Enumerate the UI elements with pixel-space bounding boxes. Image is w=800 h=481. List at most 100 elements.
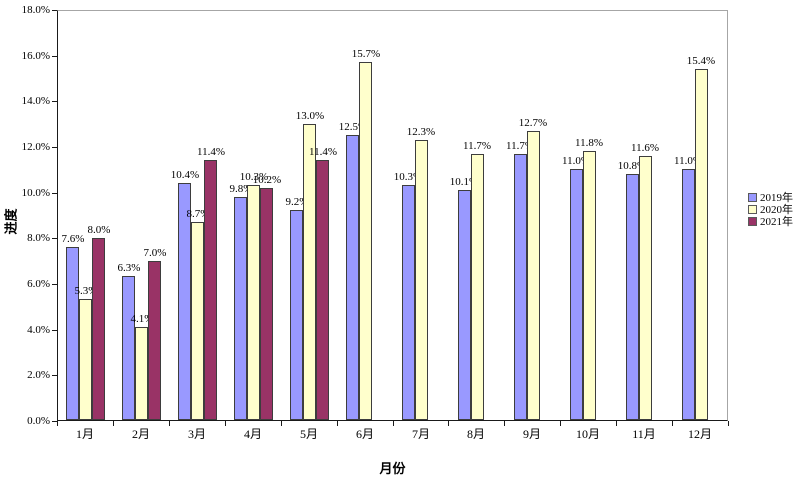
y-tick-label: 18.0%: [21, 4, 50, 16]
x-tick: [169, 421, 170, 426]
bar-data-label: 11.8%: [574, 137, 603, 149]
bar-2019年-11月: [626, 174, 639, 420]
y-tick-label: 14.0%: [21, 95, 50, 107]
y-tick-label: 10.0%: [21, 187, 50, 199]
bar-2020年-10月: [583, 151, 596, 420]
y-tick: [52, 101, 57, 102]
bar-data-label: 9.8%: [229, 183, 253, 195]
y-tick: [52, 375, 57, 376]
x-tick-label: 4月: [243, 427, 262, 441]
y-tick: [52, 284, 57, 285]
bar-2020年-1月: [79, 299, 92, 420]
bar-2020年-6月: [359, 62, 372, 420]
bar-data-label: 15.7%: [351, 48, 381, 60]
x-tick-label: 6月: [355, 427, 374, 441]
bar-2020年-8月: [471, 154, 484, 420]
legend-item-2021年: 2021年: [748, 215, 793, 228]
y-tick: [52, 147, 57, 148]
legend-label: 2020年: [760, 204, 793, 216]
bar-2020年-4月: [247, 185, 260, 420]
x-tick: [393, 421, 394, 426]
bar-data-label: 10.3%: [239, 171, 269, 183]
bar-2019年-5月: [290, 210, 303, 420]
bar-2021年-2月: [148, 261, 161, 420]
bar-2019年-9月: [514, 154, 527, 420]
x-tick: [337, 421, 338, 426]
bar-2021年-5月: [316, 160, 329, 420]
x-tick-label: 7月: [411, 427, 430, 441]
bar-data-label: 7.0%: [143, 247, 167, 259]
legend-swatch: [748, 192, 757, 202]
x-tick: [448, 421, 449, 426]
legend-label: 2019年: [760, 192, 793, 204]
y-tick-label: 6.0%: [27, 278, 50, 290]
bar-2020年-7月: [415, 140, 428, 420]
legend-item-2019年: 2019年: [748, 191, 793, 204]
legend-label: 2021年: [760, 216, 793, 228]
legend-swatch: [748, 216, 757, 226]
bar-2021年-3月: [204, 160, 217, 420]
x-tick: [672, 421, 673, 426]
x-tick-label: 11月: [632, 427, 656, 441]
bar-data-label: 11.7%: [462, 140, 491, 152]
bar-data-label: 12.7%: [518, 117, 548, 129]
bar-2019年-12月: [682, 169, 695, 420]
plot-area: 7.6% 6.3% 10.4% 9.8% 9.2% 12.5% 10.3% 10.1% 11.7…: [57, 10, 728, 421]
bar-data-label: 10.4%: [170, 169, 200, 181]
bar-2021年-4月: [260, 188, 273, 420]
bar-data-label: 8.7%: [186, 208, 210, 220]
bar-data-label: 10.2%: [252, 174, 282, 186]
x-tick: [504, 421, 505, 426]
y-tick: [52, 421, 57, 422]
bar-data-label: 15.4%: [686, 55, 716, 67]
x-tick: [113, 421, 114, 426]
x-tick: [560, 421, 561, 426]
x-axis-title: 月份: [379, 461, 406, 476]
y-tick-label: 8.0%: [27, 232, 50, 244]
x-tick-label: 5月: [299, 427, 318, 441]
x-tick: [281, 421, 282, 426]
bar-data-label: 11.0%: [673, 155, 702, 167]
x-tick-label: 9月: [522, 427, 541, 441]
bar-data-label: 4.1%: [130, 313, 154, 325]
bar-data-label: 11.0%: [561, 155, 590, 167]
bar-data-label: 11.6%: [630, 142, 659, 154]
bar-data-label: 11.4%: [308, 146, 337, 158]
bar-data-label: 5.3%: [74, 285, 98, 297]
bar-2019年-1月: [66, 247, 79, 420]
x-tick: [57, 421, 58, 426]
bar-2019年-4月: [234, 197, 247, 420]
bar-data-label: 7.6%: [61, 233, 85, 245]
y-tick-label: 2.0%: [27, 369, 50, 381]
legend: 2019年 2020年 2021年: [748, 191, 793, 228]
bar-2019年-10月: [570, 169, 583, 420]
bar-2020年-5月: [303, 124, 316, 420]
x-tick-label: 2月: [131, 427, 150, 441]
x-tick-label: 1月: [75, 427, 94, 441]
x-tick-label: 12月: [687, 427, 712, 441]
y-tick: [52, 10, 57, 11]
y-tick: [52, 193, 57, 194]
bar-data-label: 11.4%: [196, 146, 225, 158]
bar-2020年-9月: [527, 131, 540, 420]
bar-data-label: 13.0%: [295, 110, 325, 122]
y-tick: [52, 330, 57, 331]
legend-item-2020年: 2020年: [748, 203, 793, 216]
y-tick-label: 0.0%: [27, 415, 50, 427]
bar-2019年-2月: [122, 276, 135, 420]
bar-data-label: 8.0%: [87, 224, 111, 236]
y-tick-label: 12.0%: [21, 141, 50, 153]
x-tick-label: 3月: [187, 427, 206, 441]
x-tick-label: 8月: [466, 427, 485, 441]
legend-swatch: [748, 204, 757, 214]
y-tick: [52, 56, 57, 57]
bar-data-label: 11.7%: [505, 140, 534, 152]
bar-2020年-12月: [695, 69, 708, 420]
x-tick: [225, 421, 226, 426]
bar-2019年-8月: [458, 190, 471, 420]
bar-data-label: 12.3%: [406, 126, 436, 138]
y-tick: [52, 238, 57, 239]
y-tick-label: 16.0%: [21, 50, 50, 62]
bar-2020年-11月: [639, 156, 652, 420]
